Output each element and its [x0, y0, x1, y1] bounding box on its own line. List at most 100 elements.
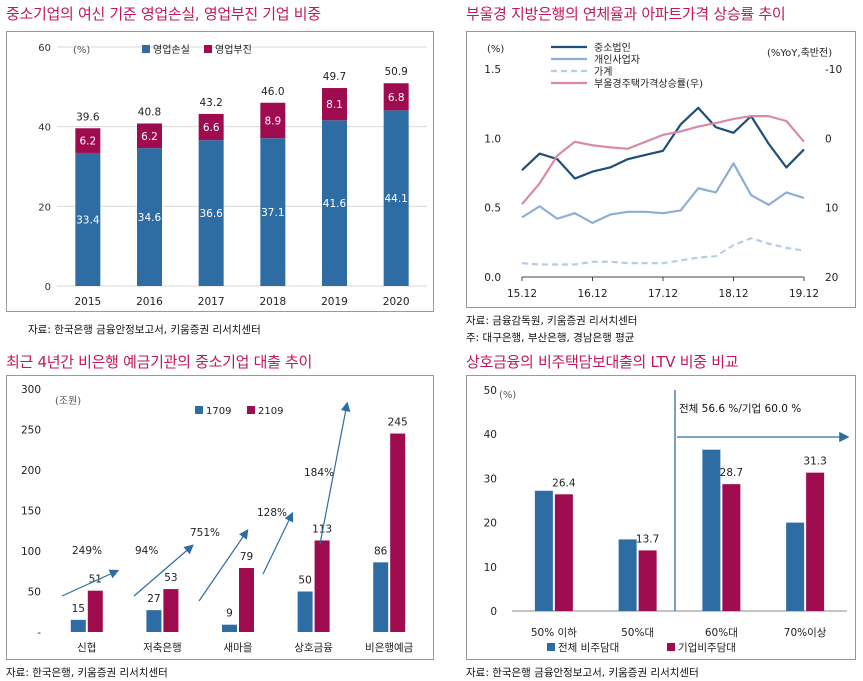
- bar-2017-loss: [198, 140, 224, 286]
- y-tick-label: 40: [38, 123, 51, 134]
- legend-label: 가계: [594, 66, 612, 78]
- x-tick-label: 2018: [259, 296, 286, 308]
- data-label: 13.7: [636, 533, 659, 545]
- data-label: 79: [240, 551, 253, 563]
- bar-신협-2109: [87, 590, 103, 632]
- x-tick-label: 17.12: [648, 288, 678, 300]
- x-tick-label: 15.12: [507, 288, 537, 300]
- grouped-bar-chart: 0 10 20 30 40 50 (%) 전체 56.6 %/기업 60.0 % 26.4 50%…: [484, 385, 850, 654]
- data-label: 6.2: [79, 136, 96, 148]
- chart-frame: 0 20 40 60 (%) 영업손실 영업부진 33.4 6.2 39.6 2015 34.6 6.2…: [6, 31, 434, 312]
- bar-50% 이하-total: [534, 490, 553, 611]
- data-label: 6.2: [141, 131, 158, 143]
- y-tick-label: 200: [21, 465, 41, 477]
- y2-unit-label: (%YoY,축반전): [767, 47, 832, 59]
- data-label: 9: [226, 608, 233, 620]
- total-label: 39.6: [76, 111, 100, 123]
- y-unit-label: (조원): [55, 395, 81, 407]
- growth-label: 128%: [257, 507, 287, 519]
- legend-swatch: [142, 45, 150, 53]
- y-tick-label: 0: [45, 282, 51, 293]
- data-label: 27: [147, 593, 160, 605]
- data-label: 8.1: [326, 99, 343, 111]
- y-tick-label: 1.0: [484, 133, 501, 145]
- y-tick-label: 30: [484, 473, 497, 485]
- bar-2019-loss: [322, 120, 347, 286]
- chart-title: 중소기업의 여신 기준 영업손실, 영업부진 기업 비중: [6, 5, 321, 23]
- chart-title: 상호금융의 비주택담보대출의 LTV 비중 비교: [466, 353, 739, 371]
- legend-label: 영업부진: [215, 43, 252, 56]
- y-tick-label: 20: [38, 202, 51, 213]
- bar-저축은행-2109: [163, 589, 179, 632]
- y-tick-label: 0.0: [484, 272, 501, 284]
- chart-frame: - 50 100 150 200 250 300 (조원) 1709 2109 15 51 신협 249%…: [6, 375, 434, 660]
- bar-50%대-corp: [638, 550, 657, 611]
- x-tick-label: 16.12: [577, 288, 607, 300]
- y-tick-label: 300: [21, 384, 41, 396]
- bar-2017-slump: [198, 113, 224, 141]
- bar-비은행예금-1709: [373, 562, 389, 632]
- y-tick-label: 100: [21, 546, 41, 558]
- x-tick-label: 50%대: [621, 627, 654, 639]
- total-label: 43.2: [199, 97, 222, 109]
- bar-70%이상-total: [786, 522, 805, 611]
- data-label: 34.6: [138, 212, 162, 224]
- bar-2020-slump: [383, 83, 409, 111]
- data-label: 8.9: [264, 115, 281, 127]
- bar-50%대-total: [618, 539, 637, 611]
- stacked-bar-chart: 0 20 40 60 (%) 영업손실 영업부진 33.4 6.2 39.6 2015 34.6 6.2…: [38, 43, 427, 308]
- legend-swatch: [204, 45, 212, 53]
- chart-source: 자료: 한국은행 금융안정보고서, 키움증권 리서치센터: [466, 667, 699, 679]
- y-tick-label: 0: [490, 606, 497, 618]
- growth-arrow: [61, 569, 120, 597]
- series-line-가계: [521, 237, 805, 266]
- legend-swatch: [247, 406, 255, 414]
- total-label: 40.8: [138, 106, 161, 118]
- bar-50% 이하-corp: [554, 494, 573, 611]
- data-label: 41.6: [323, 198, 347, 210]
- total-label: 49.7: [323, 71, 346, 83]
- y-unit-label: (%): [499, 390, 516, 401]
- y-tick-label: 250: [21, 425, 41, 437]
- y2-tick-label: 0: [825, 133, 832, 145]
- bar-2018-slump: [260, 102, 286, 139]
- bar-비은행예금-2109: [390, 433, 406, 632]
- legend-label: 부울경주택가격상승률(우): [594, 77, 703, 90]
- bar-2019-slump: [322, 88, 347, 121]
- y-tick-label: 60: [38, 43, 51, 54]
- y-tick-label: 20: [484, 518, 497, 530]
- y-tick-label: 1.5: [484, 64, 501, 76]
- legend-label: 영업손실: [153, 43, 190, 56]
- growth-arrow: [198, 529, 249, 602]
- bar-상호금융-1709: [297, 591, 313, 632]
- series-line-개인사업자: [521, 162, 805, 225]
- chart-source: 자료: 금융감독원, 키움증권 리서치센터: [466, 315, 638, 327]
- bar-2016-loss: [137, 148, 162, 286]
- chart-title: 최근 4년간 비은행 예금기관의 중소기업 대출 추이: [6, 353, 313, 371]
- bar-저축은행-1709: [146, 610, 162, 632]
- y-tick-label: -: [37, 627, 41, 639]
- y2-tick-label: -10: [825, 64, 842, 76]
- bar-2018-loss: [260, 138, 286, 286]
- y-tick-label: 0.5: [484, 203, 501, 215]
- x-tick-label: 신협: [77, 641, 96, 654]
- growth-label: 94%: [135, 545, 158, 557]
- chart-source: 자료: 한국은행 금융안정보고서, 키움증권 리서치센터: [28, 324, 261, 336]
- y-unit-label: (%): [73, 45, 90, 56]
- legend-label: 전체 비주담대: [558, 642, 619, 654]
- legend-swatch: [667, 643, 675, 651]
- legend-label: 개인사업자: [594, 53, 640, 66]
- y-tick-label: 40: [484, 429, 497, 441]
- growth-arrow: [133, 544, 194, 597]
- x-tick-label: 비은행예금: [365, 641, 414, 654]
- x-tick-label: 60%대: [705, 627, 738, 639]
- x-tick-label: 70%이상: [784, 627, 827, 639]
- data-label: 37.1: [261, 207, 284, 219]
- x-tick-label: 2017: [198, 296, 225, 308]
- chart-frame: 0 10 20 30 40 50 (%) 전체 56.6 %/기업 60.0 % 26.4 50%…: [466, 375, 856, 660]
- data-label: 36.6: [199, 208, 223, 220]
- annotation-text: 전체 56.6 %/기업 60.0 %: [679, 402, 801, 415]
- bar-2015-slump: [75, 128, 101, 153]
- x-tick-label: 상호금융: [294, 642, 333, 654]
- legend-label: 2109: [258, 406, 283, 417]
